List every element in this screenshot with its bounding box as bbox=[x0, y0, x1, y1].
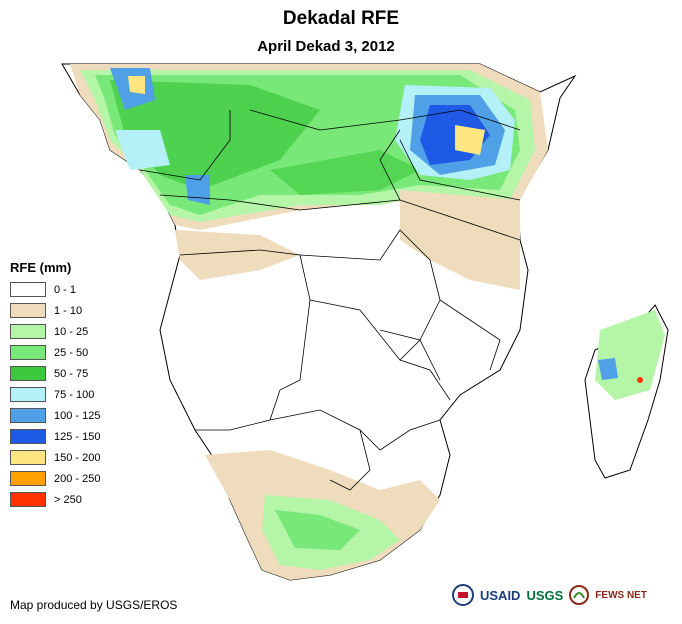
legend-label: 100 - 125 bbox=[54, 409, 101, 422]
legend-label: 50 - 75 bbox=[54, 367, 89, 380]
legend-swatch bbox=[10, 429, 46, 444]
usaid-seal-icon bbox=[452, 584, 474, 606]
legend-item: 125 - 150 bbox=[10, 426, 100, 447]
legend-item: 0 - 1 bbox=[10, 279, 100, 300]
legend-label: 150 - 200 bbox=[54, 451, 101, 464]
legend-item: > 250 bbox=[10, 489, 100, 510]
rainfall-zones bbox=[70, 64, 665, 580]
rainfall-legend: RFE (mm) 0 - 1 1 - 10 10 - 25 25 - 50 50 - 7… bbox=[10, 260, 100, 510]
legend-swatch bbox=[10, 471, 46, 486]
legend-label: 10 - 25 bbox=[54, 325, 89, 338]
legend-label: 25 - 50 bbox=[54, 346, 89, 359]
map-title: Dekadal RFE bbox=[282, 8, 400, 29]
legend-label: 200 - 250 bbox=[54, 472, 101, 485]
legend-label: 0 - 1 bbox=[54, 283, 77, 296]
legend-item: 100 - 125 bbox=[10, 405, 100, 426]
legend-swatch bbox=[10, 303, 46, 318]
legend-label: 125 - 150 bbox=[54, 430, 101, 443]
legend-item: 150 - 200 bbox=[10, 447, 100, 468]
legend-item: 75 - 100 bbox=[10, 384, 100, 405]
legend-swatch bbox=[10, 366, 46, 381]
legend-swatch bbox=[10, 492, 46, 507]
legend-swatch bbox=[10, 324, 46, 339]
fews-net-logo-text: FEWS NET bbox=[595, 589, 647, 601]
legend-title: RFE (mm) bbox=[10, 260, 72, 275]
legend-label: 75 - 100 bbox=[54, 388, 95, 401]
legend-swatch bbox=[10, 282, 46, 297]
agency-logos: USAID USGS FEWS NET bbox=[452, 584, 647, 606]
map-subtitle: April Dekad 3, 2012 bbox=[257, 38, 395, 55]
legend-label: 1 - 10 bbox=[54, 304, 83, 317]
legend-item: 25 - 50 bbox=[10, 342, 100, 363]
map-credit: Map produced by USGS/EROS bbox=[10, 598, 178, 612]
legend-swatch bbox=[10, 408, 46, 423]
legend-item: 50 - 75 bbox=[10, 363, 100, 384]
legend-label: > 250 bbox=[54, 493, 82, 506]
legend-item: 1 - 10 bbox=[10, 300, 100, 321]
legend-item: 10 - 25 bbox=[10, 321, 100, 342]
usgs-logo-text: USGS bbox=[526, 587, 564, 603]
legend-swatch bbox=[10, 345, 46, 360]
legend-swatch bbox=[10, 450, 46, 465]
legend-swatch bbox=[10, 387, 46, 402]
fews-net-logo-icon bbox=[569, 585, 590, 605]
usaid-logo-text: USAID bbox=[480, 587, 521, 603]
country-borders bbox=[139, 109, 521, 491]
legend-item: 200 - 250 bbox=[10, 468, 100, 489]
